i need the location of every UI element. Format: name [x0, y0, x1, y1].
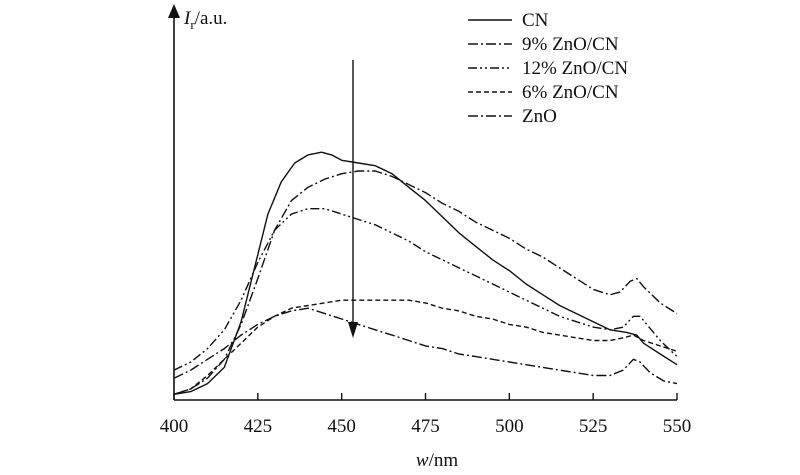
legend: CN 9% ZnO/CN 12% ZnO/CN 6% ZnO/CN ZnO	[468, 10, 628, 127]
x-tick-label: 550	[663, 416, 692, 437]
series-line-3	[173, 299, 678, 395]
arrow-head	[348, 322, 358, 338]
y-axis-label-unit: /a.u.	[195, 8, 228, 29]
series-line-1	[173, 170, 678, 395]
x-tick-label: 425	[244, 416, 273, 437]
y-axis-arrowhead	[168, 4, 180, 18]
x-axis-label-var: w	[416, 450, 429, 471]
series-line-0	[173, 151, 678, 395]
series-line-2	[173, 208, 678, 371]
axis-labels: Ir/a.u. w/nm	[183, 8, 458, 471]
axes: 400 425 450 475 500 525 550	[160, 4, 692, 437]
y-axis-label-var: I	[183, 8, 192, 29]
x-tick-label: 525	[579, 416, 608, 437]
legend-label-0: CN	[522, 10, 549, 31]
x-axis-label-unit: /nm	[429, 450, 459, 471]
trend-arrow	[348, 60, 358, 338]
series-layer	[173, 151, 678, 395]
x-tick-label: 475	[411, 416, 440, 437]
legend-label-1: 9% ZnO/CN	[522, 34, 619, 55]
x-tick-label: 450	[327, 416, 356, 437]
series-line-4	[173, 307, 678, 385]
y-axis-label: Ir/a.u.	[183, 8, 227, 32]
legend-label-3: 6% ZnO/CN	[522, 82, 619, 103]
legend-label-2: 12% ZnO/CN	[522, 58, 628, 79]
x-axis-label: w/nm	[416, 450, 458, 471]
legend-label-4: ZnO	[522, 106, 557, 127]
y-axis-label-subscript: r	[190, 17, 195, 32]
x-tick-label: 400	[160, 416, 189, 437]
x-tick-label: 500	[495, 416, 524, 437]
